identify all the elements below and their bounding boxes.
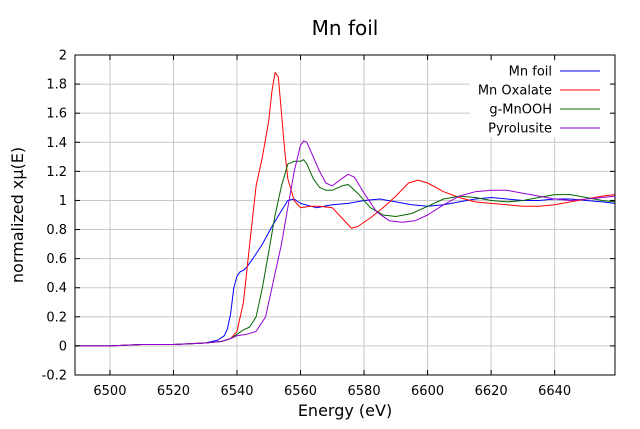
y-axis-title: normalized xμ(E): [8, 147, 27, 283]
y-tick-label: -0.2: [42, 369, 67, 384]
legend-entry-bg: [470, 61, 610, 80]
legend-label-mn-oxalate: Mn Oxalate: [478, 84, 552, 99]
grid: [75, 54, 615, 376]
x-tick-label: 6560: [284, 384, 317, 399]
y-tick-label: 2: [59, 49, 67, 64]
y-tick-label: 1.2: [46, 165, 67, 180]
legend-entry-bg: [470, 118, 610, 137]
legend-label-g-mnooh: g-MnOOH: [489, 103, 552, 118]
x-axis-title: Energy (eV): [298, 401, 392, 420]
y-tick-label: 0.8: [46, 223, 67, 238]
legend: Mn foil Mn Oxalate g-MnOOH Pyrolusite: [470, 61, 610, 137]
plot-frame: [74, 54, 616, 376]
x-tick-label: 6580: [348, 384, 381, 399]
x-tick-label: 6520: [157, 384, 190, 399]
y-tick-label: 0.2: [46, 310, 67, 325]
x-tick-label: 6500: [93, 384, 126, 399]
legend-entry-bg: [470, 99, 610, 118]
chart-title: Mn foil: [312, 16, 379, 40]
y-axis-ticks: -0.2 0 0.2 0.4 0.6 0.8 1 1.2 1.4 1.6 1.8 2: [42, 49, 615, 384]
series-lines: [75, 72, 616, 347]
legend-label-mn-foil: Mn foil: [509, 65, 552, 80]
series-line-mn-oxalate: [75, 72, 616, 347]
x-tick-label: 6600: [411, 384, 444, 399]
legend-entry-bg: [470, 80, 610, 99]
x-axis-ticks: 6500 6520 6540 6560 6580 6600 6620 6640: [93, 55, 571, 399]
y-tick-label: 0.6: [46, 252, 67, 267]
y-tick-label: 1.8: [46, 78, 67, 93]
series-line-mn-foil: [75, 197, 616, 347]
legend-label-pyrolusite: Pyrolusite: [488, 122, 552, 137]
series-line-g-mnooh: [75, 159, 616, 347]
y-tick-label: 1.6: [46, 107, 67, 122]
y-tick-label: 0.4: [46, 281, 67, 296]
x-tick-label: 6540: [220, 384, 253, 399]
x-tick-label: 6640: [538, 384, 571, 399]
y-tick-label: 1: [59, 194, 67, 209]
x-tick-label: 6620: [475, 384, 508, 399]
y-tick-label: 1.4: [46, 136, 67, 151]
series-line-pyrolusite: [75, 140, 616, 347]
y-tick-label: 0: [59, 339, 67, 354]
